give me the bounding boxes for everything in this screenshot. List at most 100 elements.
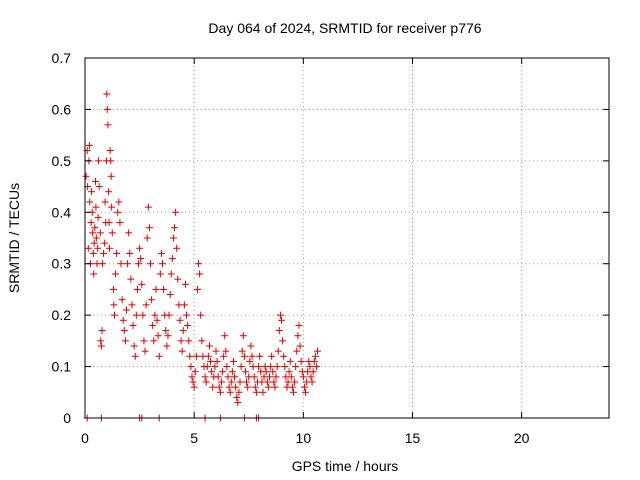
data-point [103,90,111,98]
data-point [140,337,148,345]
data-point [203,363,211,371]
data-point [246,357,254,365]
data-point [236,378,244,386]
data-point [188,373,196,381]
data-point [211,363,219,371]
data-point [271,383,279,391]
data-point [244,383,252,391]
data-point [165,311,173,319]
data-point [153,316,161,324]
data-point [88,188,96,196]
data-point [122,306,130,314]
data-point [128,301,136,309]
data-point [273,363,281,371]
data-point [172,208,180,216]
data-point [292,363,300,371]
data-point [129,321,137,329]
x-tick-label: 10 [296,430,312,446]
data-point [148,296,156,304]
data-point [239,332,247,340]
data-point [152,285,160,293]
data-point [90,239,98,247]
data-point [141,347,149,355]
data-point [87,219,95,227]
data-point [197,311,205,319]
data-point [124,260,132,268]
data-point [166,291,174,299]
data-point [255,363,263,371]
data-point [183,311,191,319]
data-point [269,368,277,376]
data-point [268,352,276,360]
data-point [159,260,167,268]
data-point [89,249,97,257]
data-point [94,244,102,252]
x-tick-label: 0 [81,430,89,446]
data-point [297,357,305,365]
data-point [85,141,93,149]
data-point [310,357,318,365]
data-point [202,378,210,386]
data-point [209,383,217,391]
data-point [274,347,282,355]
data-point [125,229,133,237]
data-point [174,275,182,283]
data-point [164,332,172,340]
x-tick-label: 15 [405,430,421,446]
data-point [143,234,151,242]
data-point [187,363,195,371]
data-point [92,234,100,242]
data-point [157,249,165,257]
data-point [302,388,310,396]
data-point [167,270,175,278]
data-point [280,352,288,360]
y-tick-label: 0.1 [52,359,72,375]
data-point [154,332,162,340]
plot-frame [84,57,610,419]
data-point [219,368,227,376]
data-point [224,373,232,381]
data-point [95,157,103,165]
y-tick-label: 0.4 [52,204,72,220]
data-point [265,373,273,381]
data-point [267,363,275,371]
data-point [105,244,113,252]
data-point [168,255,176,263]
data-point [181,280,189,288]
data-point [91,177,99,185]
data-point [136,244,144,252]
data-point [84,244,92,252]
data-point [290,388,298,396]
data-point [127,275,135,283]
grid-lines [85,58,609,418]
data-point [281,363,289,371]
data-point [149,321,157,329]
y-tick-label: 0.3 [52,256,72,272]
y-tick-label: 0.6 [52,101,72,117]
data-point [144,203,152,211]
data-point [155,352,163,360]
data-point [291,378,299,386]
data-point [208,368,216,376]
data-point [179,327,187,335]
data-point [92,203,100,211]
data-point [217,378,225,386]
data-point [180,301,188,309]
chart-title: Day 064 of 2024, SRMTID for receiver p77… [208,20,481,36]
data-point [107,157,115,165]
data-point [100,249,108,257]
data-point [176,316,184,324]
data-point [186,352,194,360]
data-point [113,249,121,257]
data-point [90,270,98,278]
data-point [86,198,94,206]
data-point [207,357,215,365]
data-point [160,285,168,293]
data-point [95,183,103,191]
data-point [177,337,185,345]
data-points [82,90,322,422]
data-point [296,342,304,350]
data-point [275,327,283,335]
data-point [91,224,99,232]
